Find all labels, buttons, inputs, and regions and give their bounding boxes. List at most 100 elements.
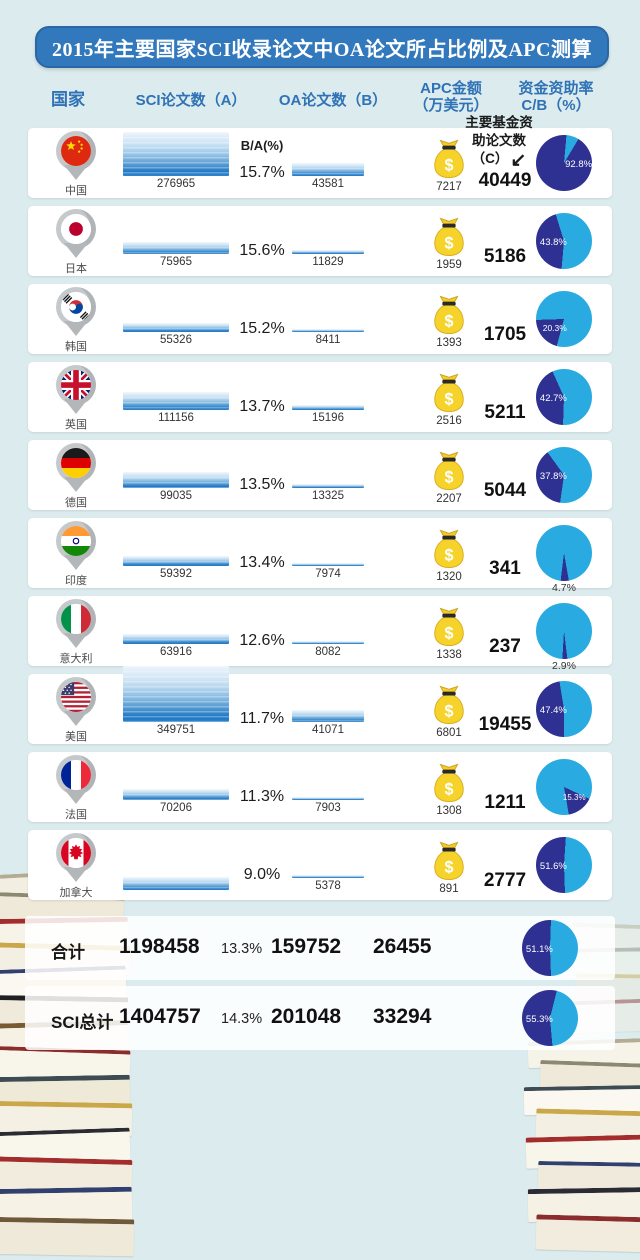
country-marker: 印度 <box>40 521 112 588</box>
sci-bar <box>123 634 229 644</box>
ba-ratio: 15.2% <box>239 320 285 337</box>
fund-papers-count: 40449 <box>478 170 532 191</box>
sci-count: 70206 <box>160 802 192 814</box>
fund-rate-pie: 15.3% <box>536 759 592 815</box>
table-row-canada: 加拿大 9.0% 5378 $ 891 2777 51.6% <box>28 830 612 900</box>
fund-papers-count: 1705 <box>483 324 527 345</box>
money-bag-icon: $ <box>434 451 464 491</box>
sci-bar <box>123 556 229 566</box>
money-bag-icon: $ <box>434 841 464 881</box>
money-bag-icon: $ <box>434 373 464 413</box>
country-name: 意大利 <box>59 653 93 665</box>
total-oa-count: 159752 <box>271 935 342 958</box>
ba-ratio: 13.7% <box>239 398 285 415</box>
money-bag-icon: $ <box>434 217 464 257</box>
oa-count: 41071 <box>312 724 344 736</box>
svg-text:$: $ <box>445 780 454 798</box>
apc-amount: 2516 <box>436 415 462 427</box>
sci-bar <box>123 666 229 722</box>
total-apc-amount: 26455 <box>373 935 432 958</box>
fund-papers-annotation: 主要基金资 助论文数 （C） ↙ <box>465 115 533 172</box>
ba-ratio-header: B/A(%) <box>240 138 284 153</box>
france-flag-icon <box>61 760 91 790</box>
ba-ratio: 15.6% <box>239 242 285 259</box>
money-bag-icon: $ <box>434 529 464 569</box>
col-header-country: 国家 <box>51 90 85 109</box>
sci-bar <box>123 392 229 410</box>
table-row-usa: 美国 349751 11.7% 41071 $ 6801 19455 47.4% <box>28 666 612 744</box>
oa-bar <box>292 405 364 410</box>
ba-ratio: 13.4% <box>239 554 285 571</box>
japan-flag-pin-icon <box>53 209 99 259</box>
oa-bar <box>292 563 364 566</box>
ba-ratio: 9.0% <box>243 866 281 883</box>
oa-count: 15196 <box>312 412 344 424</box>
col-header-sci: SCI论文数（A） <box>135 92 247 109</box>
fund-rate-value: 2.9% <box>552 660 576 672</box>
oa-bar <box>292 163 364 176</box>
apc-amount: 1308 <box>436 805 462 817</box>
apc-cell: $ 1393 <box>422 295 476 349</box>
apc-amount: 7217 <box>436 181 462 193</box>
total-label: 合计 <box>51 943 85 962</box>
fund-papers-count: 1211 <box>484 792 526 813</box>
page-title-bar: 2015年主要国家SCI收录论文中OA论文所占比例及APC测算 <box>35 26 609 68</box>
oa-bar <box>292 710 364 722</box>
fund-rate-pie: 42.7% <box>536 369 592 425</box>
apc-cell: $ 1338 <box>422 607 476 661</box>
india-flag-pin-icon <box>53 521 99 571</box>
fund-rate-value: 4.7% <box>552 582 576 594</box>
total-sci-count: 1198458 <box>119 935 200 958</box>
svg-text:$: $ <box>445 234 454 252</box>
oa-count: 11829 <box>312 256 344 268</box>
fund-rate-pie: 20.3% <box>536 291 592 347</box>
apc-cell: $ 6801 <box>422 685 476 739</box>
apc-amount: 891 <box>439 883 459 895</box>
sci-count: 276965 <box>156 178 196 190</box>
oa-count: 8411 <box>315 334 341 346</box>
country-marker: 英国 <box>40 365 112 432</box>
apc-cell: $ 7217 <box>422 139 476 193</box>
ba-ratio: 11.3% <box>239 788 285 805</box>
fund-rate-pie: 37.8% <box>536 447 592 503</box>
money-bag-icon: $ <box>434 763 464 803</box>
fund-rate-value: 51.6% <box>539 860 567 872</box>
fund-papers-count: 19455 <box>478 714 532 735</box>
sci-bar <box>123 323 229 332</box>
country-name: 中国 <box>65 185 87 197</box>
uk-flag-icon <box>61 370 91 400</box>
country-name: 美国 <box>65 731 87 743</box>
fund-papers-count: 5211 <box>484 402 526 423</box>
svg-text:$: $ <box>445 858 454 876</box>
page-title: 2015年主要国家SCI收录论文中OA论文所占比例及APC测算 <box>52 38 592 61</box>
fund-rate-value: 37.8% <box>539 470 567 482</box>
table-row-korea: 韩国 55326 15.2% 8411 $ 1393 1705 20.3% <box>28 284 612 354</box>
apc-amount: 2207 <box>436 493 462 505</box>
total-ba-ratio: 13.3% <box>221 941 263 957</box>
apc-amount: 1393 <box>436 337 462 349</box>
italy-flag-icon <box>61 604 91 634</box>
apc-cell: $ 1320 <box>422 529 476 583</box>
country-name: 法国 <box>65 809 87 821</box>
svg-text:$: $ <box>445 156 454 174</box>
fund-rate-value: 51.1% <box>525 943 553 955</box>
money-bag-icon: $ <box>434 295 464 335</box>
oa-count: 43581 <box>312 178 344 190</box>
country-name: 加拿大 <box>59 887 93 899</box>
canada-flag-icon <box>61 838 91 868</box>
country-name: 印度 <box>65 575 87 587</box>
oa-count: 8082 <box>315 646 341 658</box>
usa-flag-pin-icon <box>53 677 99 727</box>
ba-ratio: 13.5% <box>239 476 285 493</box>
table-row-france: 法国 70206 11.3% 7903 $ 1308 1211 15.3% <box>28 752 612 822</box>
total-label: SCI总计 <box>51 1013 114 1032</box>
france-flag-pin-icon <box>53 755 99 805</box>
table-row-india: 印度 59392 13.4% 7974 $ 1320 341 4.7% <box>28 518 612 594</box>
svg-text:$: $ <box>445 624 454 642</box>
total-apc-amount: 33294 <box>373 1005 432 1028</box>
korea-flag-pin-icon <box>53 287 99 337</box>
table-row-italy: 意大利 63916 12.6% 8082 $ 1338 237 2.9% <box>28 596 612 672</box>
ba-ratio: 15.7% <box>239 164 285 181</box>
apc-cell: $ 2516 <box>422 373 476 427</box>
money-bag-icon: $ <box>434 607 464 647</box>
